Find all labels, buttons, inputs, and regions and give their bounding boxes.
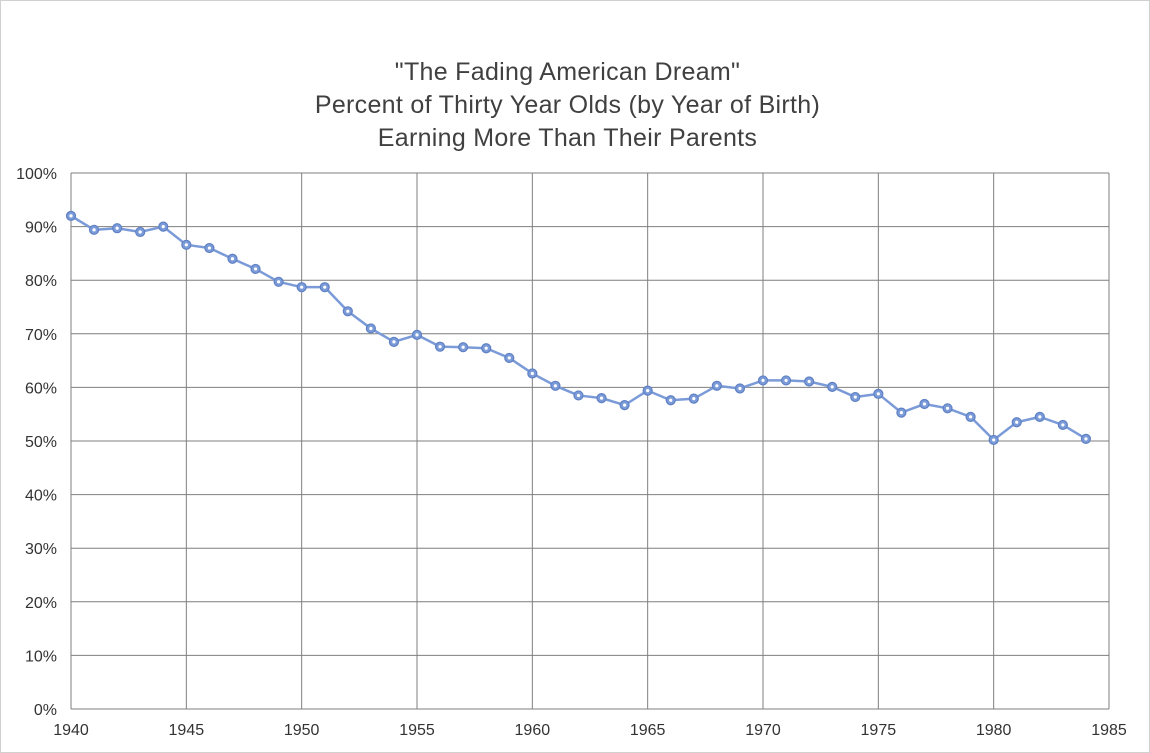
chart-title-line-2: Percent of Thirty Year Olds (by Year of …	[314, 91, 821, 119]
data-point-center	[138, 230, 142, 234]
data-point-center	[738, 386, 742, 391]
data-point-center	[300, 285, 304, 289]
data-point-center	[669, 398, 673, 402]
series-layer	[65, 210, 1092, 446]
y-tick-label: 100%	[16, 166, 57, 183]
data-point-center	[899, 410, 904, 415]
data-point-center	[646, 389, 650, 393]
y-tick-label: 40%	[25, 488, 57, 505]
y-tick-label: 10%	[25, 648, 57, 665]
data-point-center	[92, 228, 96, 232]
data-point-center	[830, 385, 834, 389]
y-tick-label: 80%	[25, 273, 57, 290]
data-point-center	[1061, 423, 1065, 427]
x-tick-label: 1955	[399, 722, 435, 739]
data-point-center	[184, 243, 188, 247]
data-point-center	[599, 396, 604, 400]
x-tick-label: 1965	[630, 722, 666, 739]
data-point-center	[277, 280, 281, 284]
data-point-center	[784, 378, 788, 383]
x-tick-label: 1945	[169, 722, 205, 739]
data-point-center	[807, 379, 811, 384]
data-point-center	[415, 333, 419, 337]
grid-layer	[70, 172, 1110, 710]
data-point-center	[507, 356, 511, 360]
data-point-center	[992, 438, 996, 442]
data-point-center	[392, 340, 396, 344]
y-tick-label: 70%	[25, 327, 57, 344]
data-point-center	[346, 309, 350, 313]
data-point-center	[853, 395, 857, 399]
y-tick-label: 50%	[25, 434, 57, 451]
y-tick-label: 30%	[25, 541, 57, 558]
data-point-center	[369, 326, 373, 331]
data-point-center	[207, 246, 211, 250]
y-tick-label: 20%	[25, 595, 57, 612]
data-point-center	[161, 225, 165, 229]
series-line	[70, 214, 1087, 442]
x-tick-label: 1975	[861, 722, 897, 739]
data-point-center	[715, 384, 719, 388]
data-point-center	[945, 406, 950, 410]
x-tick-label: 1940	[53, 722, 89, 739]
data-point-center	[461, 345, 465, 349]
x-tick-label: 1985	[1091, 722, 1127, 739]
data-point-center	[438, 345, 442, 349]
x-tick-label: 1970	[745, 722, 781, 739]
data-point-center	[484, 346, 488, 350]
data-point-center	[115, 226, 119, 230]
data-point-center	[761, 378, 765, 383]
data-point-center	[69, 214, 73, 218]
chart-title-line-3: Earning More Than Their Parents	[377, 124, 758, 152]
x-tick-label: 1980	[976, 722, 1012, 739]
data-point-center	[1015, 420, 1019, 424]
data-point-center	[876, 392, 880, 396]
data-point-center	[253, 267, 258, 271]
x-tick-label: 1950	[284, 722, 320, 739]
y-tick-label: 0%	[34, 702, 57, 719]
chart-title: "The Fading American Dream" Percent of T…	[1, 56, 1134, 155]
data-point-center	[576, 393, 581, 398]
data-point-center	[922, 402, 927, 406]
x-tick-label: 1960	[515, 722, 551, 739]
data-point-center	[323, 285, 327, 289]
data-point-center	[230, 257, 235, 261]
data-point-center	[1084, 437, 1088, 441]
data-point-center	[530, 371, 534, 376]
data-point-center	[553, 384, 558, 388]
y-tick-label: 90%	[25, 220, 57, 237]
chart-title-line-1: "The Fading American Dream"	[394, 58, 741, 86]
data-point-center	[623, 403, 627, 407]
y-tick-label: 60%	[25, 380, 57, 397]
data-point-center	[1038, 415, 1042, 419]
data-point-center	[692, 397, 696, 401]
tick-label-layer: 0% 10% 20% 30% 40% 50% 60% 70% 80% 90% 100% 1940 194…	[16, 166, 1127, 739]
data-point-center	[969, 415, 973, 419]
